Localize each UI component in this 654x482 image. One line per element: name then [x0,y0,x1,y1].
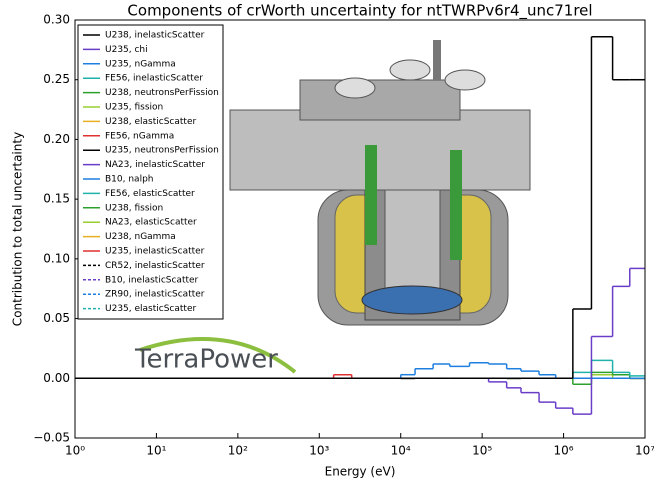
legend-label: NA23, inelasticScatter [105,160,205,170]
legend-label: U235, nGamma [105,59,176,69]
legend-label: FE56, inelasticScatter [105,74,203,84]
legend-label: U238, fission [105,203,163,213]
legend-label: U235, fission [105,103,163,113]
reactor-illustration [229,40,531,326]
legend-label: U235, chi [105,45,148,55]
legend-label: FE56, nGamma [105,131,174,141]
y-tick-label: 0.15 [43,192,70,206]
legend-box [77,24,224,320]
legend-label: U235, neutronsPerFission [105,146,219,156]
y-tick-label: 0.20 [43,132,70,146]
y-axis-label: Contribution to total uncertainty [11,132,25,326]
legend-label: U238, elasticScatter [105,117,196,127]
logo-text: TerraPower [134,345,278,375]
x-tick-label: 10⁵ [472,444,492,458]
y-tick-label: 0.00 [43,371,70,385]
legend-label: B10, nalph [105,175,154,185]
x-tick-label: 10⁴ [391,444,411,458]
legend-label: U238, inelasticScatter [105,31,205,41]
x-tick-label: 10⁶ [554,444,574,458]
y-tick-label: −0.05 [33,431,70,445]
legend-label: U238, neutronsPerFission [105,88,219,98]
y-tick-label: 0.25 [43,72,70,86]
x-tick-label: 10² [228,444,248,458]
legend-label: NA23, elasticScatter [105,218,197,228]
legend-label: U235, inelasticScatter [105,247,205,257]
legend-label: U238, nGamma [105,232,176,242]
x-axis-label: Energy (eV) [325,465,396,479]
legend-label: CR52, inelasticScatter [105,261,205,271]
x-tick-label: 10³ [309,444,329,458]
x-tick-label: 10⁷ [635,444,654,458]
legend-label: ZR90, inelasticScatter [105,290,205,300]
x-tick-label: 10¹ [146,444,166,458]
plot-frame [74,19,646,439]
y-tick-label: 0.30 [43,13,70,27]
y-tick-label: 0.10 [43,251,70,265]
x-tick-label: 10⁰ [65,444,85,458]
legend-label: U235, elasticScatter [105,304,196,314]
logo: TerraPower [134,337,297,375]
y-tick-label: 0.05 [43,311,70,325]
chart-title: Components of crWorth uncertainty for nt… [127,2,592,21]
legend-label: FE56, elasticScatter [105,189,195,199]
legend-label: B10, inelasticScatter [105,275,199,285]
